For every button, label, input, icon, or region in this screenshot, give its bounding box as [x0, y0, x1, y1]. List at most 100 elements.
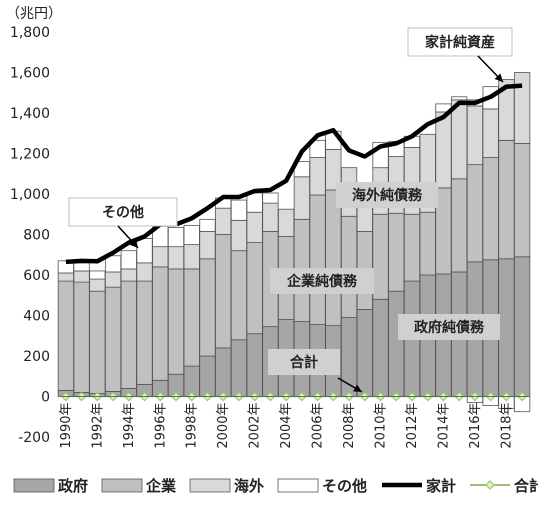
bar-segment-海外: [262, 202, 279, 232]
bar-segment-海外: [167, 246, 185, 270]
y-tick-label: 400: [23, 309, 50, 325]
bar-segment-海外: [309, 157, 326, 196]
x-tick-label: 2004年: [279, 403, 294, 449]
legend-swatch-合計: [485, 480, 495, 490]
bar-segment-その他: [167, 227, 185, 248]
bar-segment-海外: [514, 72, 531, 144]
bar-segment-その他: [89, 270, 106, 280]
bar-segment-政府: [372, 298, 389, 397]
y-tick-label: -200: [18, 430, 50, 446]
y-tick-label: 1,000: [10, 187, 50, 203]
bar-segment-政府: [498, 258, 515, 397]
y-tick-label: 200: [23, 349, 50, 365]
y-axis-ticks: -200 0 200 400 600 800 1,000 1,200 1,400 1,600 1,8…: [10, 25, 50, 446]
annotation-household-label: 家計純資産: [425, 34, 495, 51]
bar-segment-その他: [246, 192, 263, 213]
x-tick-label: 2002年: [248, 403, 263, 449]
bar-segment-海外: [230, 219, 248, 252]
annotation-household-arrow-head: [494, 73, 503, 82]
bar-segment-政府: [246, 333, 263, 397]
bar-segment-海外: [120, 268, 137, 282]
bar-segment-その他: [183, 224, 200, 246]
bar-segment-海外: [215, 207, 232, 235]
legend-label-政府: 政府: [58, 477, 88, 495]
x-tick-label: 2010年: [374, 403, 389, 449]
annotation-corporate-box: [270, 268, 374, 294]
bar-segment-企業: [514, 142, 531, 258]
x-axis-ticks: 1990年 1992年 1994年 1996年 1998年 2000年 2002年 2004年…: [59, 403, 515, 449]
y-tick-label: 1,600: [10, 66, 50, 82]
bar-segment-企業: [57, 280, 74, 391]
legend: 政府 企業 海外 その他 家計 合計: [13, 477, 538, 495]
x-tick-label: 1998年: [185, 403, 200, 449]
bar-segment-海外: [57, 272, 74, 282]
annotation-corporate-label: 企業純債務: [286, 273, 358, 290]
y-tick-label: 600: [23, 268, 50, 284]
annotation-government-label: 政府純債務: [414, 319, 485, 336]
legend-swatch-政府: [13, 478, 55, 493]
bar-segment-海外: [199, 231, 216, 260]
bar-segment-海外: [293, 176, 310, 220]
y-axis-unit-label: （兆円）: [6, 6, 62, 22]
legend-swatch-海外: [189, 478, 231, 493]
legend-label-家計: 家計: [426, 477, 456, 495]
bar-segment-海外: [451, 99, 468, 180]
bar-segment-政府: [199, 355, 216, 397]
bar-segment-企業: [325, 189, 342, 327]
bar-segment-その他: [230, 199, 248, 221]
bar-segment-その他: [199, 218, 216, 232]
bar-segment-企業: [466, 164, 484, 263]
bar-segment-その他: [120, 250, 137, 270]
bar-segment-政府: [514, 256, 531, 397]
legend-swatch-その他: [277, 478, 319, 493]
legend-label-海外: 海外: [234, 477, 264, 495]
annotation-government-box: [398, 314, 500, 340]
bar-segment-企業: [498, 139, 515, 260]
annotation-total-box: [268, 349, 340, 375]
y-tick-label: 1,800: [10, 25, 50, 41]
bar-segment-政府: [388, 290, 405, 397]
bar-segment-政府: [356, 309, 373, 397]
bar-segment-その他: [136, 238, 153, 264]
annotation-overseas-box: [336, 182, 438, 208]
bar-segment-海外: [278, 208, 295, 237]
bar-segment-企業: [246, 242, 263, 335]
annotation-other-box: [68, 197, 178, 227]
bar-segment-企業: [89, 290, 106, 394]
legend-label-その他: その他: [322, 477, 367, 495]
bar-segment-企業: [167, 268, 185, 375]
bar-segment-その他: [73, 262, 90, 272]
bar-segment-企業: [451, 178, 468, 273]
annotation-other-arrow-head: [129, 239, 138, 248]
bar-segment-海外: [136, 262, 153, 282]
annotation-household-box: [407, 27, 513, 57]
x-tick-label: 2014年: [436, 403, 451, 449]
x-tick-label: 2012年: [405, 403, 420, 449]
legend-swatch-企業: [101, 478, 143, 493]
bar-segment-海外: [482, 108, 499, 158]
y-tick-label: 1,400: [10, 106, 50, 122]
x-tick-label: 2016年: [468, 403, 483, 449]
bar-segment-企業: [230, 250, 248, 341]
bars-layer: [57, 72, 531, 413]
bar-segment-企業: [215, 234, 232, 349]
x-tick-label: 2018年: [499, 403, 514, 449]
x-tick-label: 1990年: [59, 403, 74, 449]
bar-segment-企業: [152, 266, 169, 381]
bar-segment-政府: [230, 339, 248, 397]
bar-segment-企業: [388, 212, 405, 292]
bar-segment-企業: [309, 194, 326, 326]
y-tick-label: 0: [41, 390, 50, 406]
x-tick-label: 2008年: [342, 403, 357, 449]
bar-segment-企業: [104, 286, 122, 392]
bar-segment-海外: [466, 105, 484, 166]
y-tick-label: 800: [23, 228, 50, 244]
household-line: [65, 83, 523, 265]
bar-segment-海外: [152, 246, 169, 268]
bar-segment-政府: [215, 347, 232, 397]
bar-segment-その他: [262, 192, 279, 204]
x-tick-label: 2000年: [216, 403, 231, 449]
legend-label-合計: 合計: [513, 477, 538, 495]
lines-layer: [61, 83, 527, 402]
x-tick-label: 1994年: [122, 403, 137, 449]
